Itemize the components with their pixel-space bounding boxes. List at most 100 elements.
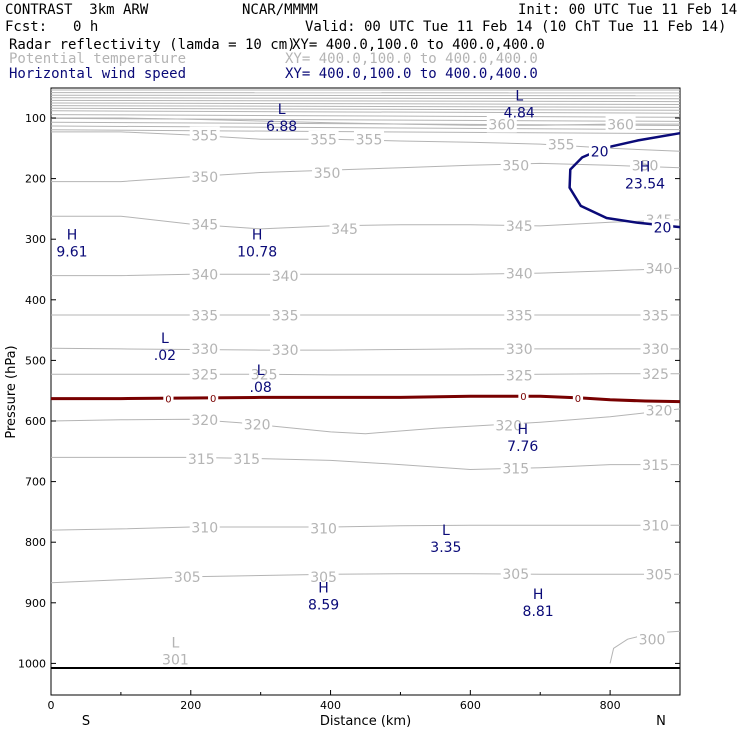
theta-contour-label: 325 (642, 367, 669, 383)
theta-contour-label-mask (353, 130, 385, 148)
theta-contour-label-mask (189, 168, 220, 186)
forecast-label: Fcst: (5, 19, 48, 35)
theta-contour-label-mask (500, 156, 531, 174)
field2-name: Potential temperature (9, 51, 187, 67)
theta-contour-label: 320 (191, 413, 218, 429)
theta-contour-label-mask (644, 401, 675, 419)
theta-contour-350 (51, 162, 681, 183)
theta-contour-label-mask (231, 450, 262, 467)
field1-range: XY= 400.0,100.0 to 400.0,400.0 (292, 37, 545, 53)
theta-contour-label-mask (270, 306, 301, 324)
x-axis-label: Distance (km) (320, 714, 411, 729)
theta-contour-label-mask (504, 306, 535, 324)
isentrope-hatch-line (50, 99, 681, 103)
init-time: Init: 00 UTC Tue 11 Feb 14 (518, 2, 738, 18)
x-end-label-north: N (656, 714, 666, 729)
theta-contour-label: 340 (272, 269, 299, 285)
theta-contour-label: 355 (191, 128, 218, 144)
theta-contour-label-mask (504, 264, 535, 282)
extremum-value: 23.54 (625, 177, 665, 193)
x-tick-label: 200 (180, 699, 201, 712)
theta-contour-label: 350 (191, 170, 218, 186)
y-tick-label: 900 (25, 597, 46, 610)
theta-contour-label: 335 (191, 308, 218, 324)
forecast-hour: 0 h (73, 19, 99, 35)
theta-contour-label-mask (329, 220, 360, 238)
theta-contour-label: 310 (310, 522, 337, 538)
isentrope-hatch-line (50, 110, 681, 114)
theta-contour-label: 310 (191, 520, 218, 536)
extremum-value: 7.76 (507, 439, 538, 455)
reflectivity-contours: 0 0 0 0 (51, 390, 681, 405)
theta-contour-label: 355 (310, 133, 337, 149)
reflectivity-contour-label-mask (572, 391, 584, 404)
theta-contour-label: 345 (331, 222, 358, 238)
theta-contour-label-mask (500, 565, 531, 583)
theta-contour-310 (50, 524, 680, 531)
theta-contour-label: 300 (639, 632, 666, 648)
theta-contour-label: 355 (548, 137, 575, 153)
isentrope-hatch-line (50, 125, 681, 131)
extremum-value: 10.78 (237, 244, 277, 260)
y-tick-label: 500 (25, 354, 46, 367)
y-tick-label: 100 (25, 112, 46, 125)
reflectivity-contour-label: 0 (575, 394, 581, 405)
theta-contour-label: 325 (506, 368, 533, 384)
isentrope-hatch-line (50, 102, 681, 105)
theta-contour-label-mask (504, 366, 535, 384)
theta-contour-label-mask (637, 630, 668, 648)
reflectivity-contour-label-mask (208, 391, 219, 404)
theta-contour-315 (51, 456, 680, 471)
extremum-type: L (515, 89, 523, 105)
theta-contour-label-mask (504, 340, 535, 358)
extrema-markers: L6.88L4.84H23.54H9.61H10.78L.02L.08H7.76… (56, 89, 665, 669)
model-title: CONTRAST 3km ARW (5, 2, 149, 18)
extremum-value: .02 (154, 348, 176, 364)
theta-contour-label: 310 (642, 519, 669, 535)
org-label: NCAR/MMMM (242, 2, 318, 18)
theta-contour-label-mask (189, 365, 220, 383)
theta-contour-label: 335 (506, 308, 533, 324)
theta-contour-325 (51, 373, 680, 376)
theta-contour-label: 345 (191, 217, 218, 233)
theta-contour-340 (51, 267, 681, 277)
isentrope-hatch-line (50, 107, 681, 111)
theta-contour-label-mask (189, 518, 220, 536)
x-tick-label: 600 (460, 699, 481, 712)
theta-contour-label: 315 (233, 452, 260, 468)
theta-contour-label: 355 (356, 133, 383, 149)
theta-contour-label: 320 (646, 403, 673, 419)
extremum-type: L (171, 635, 179, 651)
top-isentrope-stack (50, 89, 681, 135)
reflectivity-contour-0 (51, 394, 681, 404)
theta-contour-label: 360 (488, 117, 515, 133)
theta-contour-label: 335 (272, 308, 299, 324)
theta-contour-label-mask (640, 456, 671, 474)
valid-time: Valid: 00 UTC Tue 11 Feb 14 (10 ChT Tue … (305, 19, 727, 35)
theta-contour-label-mask (640, 306, 671, 324)
theta-contour-320 (50, 408, 681, 435)
theta-contour-label: 340 (646, 262, 673, 278)
theta-contour-label-mask (308, 519, 339, 537)
x-tick-label: 400 (320, 699, 341, 712)
wind-contour-label: 20 (591, 145, 609, 161)
isentrope-hatch-line (50, 105, 681, 108)
reflectivity-contour-label: 0 (210, 394, 216, 405)
wind-contour-20 (568, 131, 681, 229)
theta-contour-label-mask (644, 565, 675, 583)
theta-contour-label: 330 (642, 342, 669, 358)
theta-contour-label-mask (189, 340, 220, 358)
theta-contour-label-mask (630, 156, 661, 174)
isentrope-hatch-line (50, 94, 681, 97)
theta-contour-305 (50, 573, 680, 584)
field3-range: XY= 400.0,100.0 to 400.0,400.0 (285, 66, 538, 82)
field1-name: Radar reflectivity (lamda = 10 cm) (9, 37, 296, 53)
theta-contour-label: 340 (506, 266, 533, 282)
wind-contour-label-mask (588, 142, 611, 160)
reflectivity-contour-label-mask (163, 392, 174, 405)
theta-contour-label: 345 (506, 219, 533, 235)
theta-contour-label: 330 (506, 342, 533, 358)
extremum-value: .08 (250, 380, 272, 396)
theta-contour-label: 315 (502, 462, 529, 478)
